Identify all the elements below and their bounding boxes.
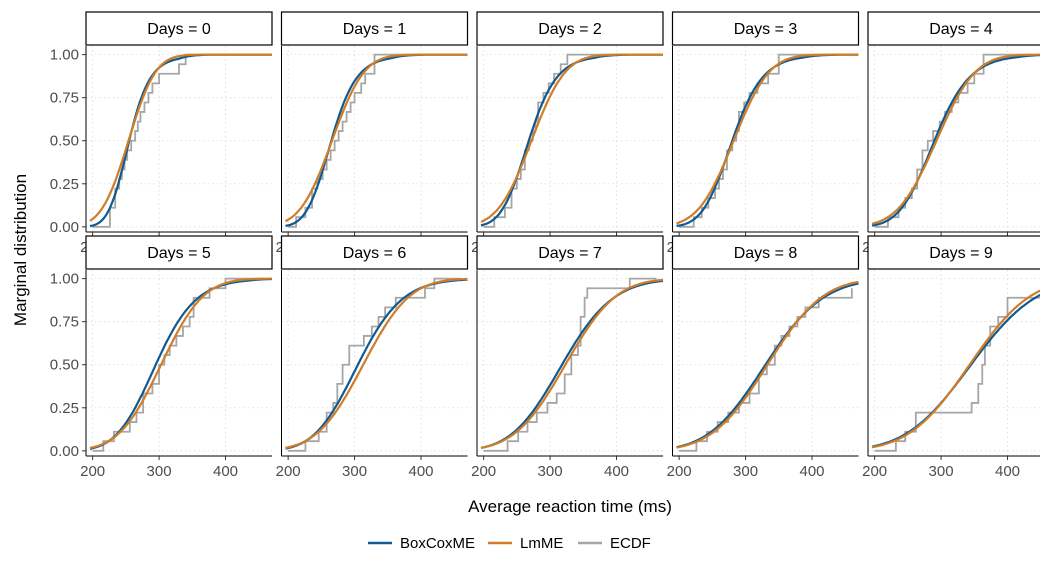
lmme-line bbox=[676, 53, 859, 225]
legend-item: LmME bbox=[488, 535, 563, 552]
y-tick-label: 1.00 bbox=[50, 271, 79, 288]
y-tick-label: 0.50 bbox=[50, 133, 79, 150]
x-tick-label: 300 bbox=[538, 463, 563, 480]
facet-panels: Days = 02003004000.000.250.500.751.00Day… bbox=[50, 11, 1040, 480]
y-tick-label: 0.50 bbox=[50, 357, 79, 374]
facet-strip-label: Days = 4 bbox=[929, 21, 993, 38]
y-tick-label: 0.25 bbox=[50, 176, 79, 193]
facet-strip-label: Days = 7 bbox=[538, 245, 602, 262]
facet-panel: Days = 6 200 300 400 bbox=[276, 235, 469, 480]
y-tick-label: 0.00 bbox=[50, 443, 79, 460]
facet-strip-label: Days = 5 bbox=[147, 245, 211, 262]
lmme-line bbox=[676, 280, 859, 449]
boxcoxme-line bbox=[285, 53, 468, 227]
x-tick-label: 300 bbox=[929, 463, 954, 480]
legend: BoxCoxME LmME ECDF bbox=[368, 535, 651, 552]
facet-panel: Days = 1200300400 bbox=[276, 11, 469, 256]
lmme-line bbox=[871, 53, 1040, 225]
facet-strip-label: Days = 9 bbox=[929, 245, 993, 262]
legend-label: ECDF bbox=[610, 535, 651, 552]
facet-panel: Days = 2200300400 bbox=[471, 11, 664, 256]
boxcoxme-line bbox=[871, 293, 1040, 448]
legend-label: LmME bbox=[520, 535, 563, 552]
facet-panel: Days = 9 200 300 400 bbox=[862, 235, 1040, 480]
boxcoxme-line bbox=[676, 282, 859, 449]
facet-panel: Days = 4200300400 bbox=[862, 11, 1040, 256]
boxcoxme-line bbox=[871, 54, 1040, 227]
x-tick-label: 400 bbox=[604, 463, 629, 480]
facet-strip-label: Days = 3 bbox=[734, 21, 798, 38]
facet-panel: Days = 02003004000.000.250.500.751.00 bbox=[50, 11, 273, 256]
facet-panel: Days = 5 200 300 400 0.00 0.25 0.50 0.75 1.00 bbox=[50, 235, 273, 480]
lmme-line bbox=[89, 53, 272, 222]
x-tick-label: 400 bbox=[213, 463, 238, 480]
boxcoxme-line bbox=[89, 277, 272, 450]
x-tick-label: 400 bbox=[799, 463, 824, 480]
y-tick-label: 1.00 bbox=[50, 47, 79, 64]
x-tick-label: 200 bbox=[276, 463, 301, 480]
facet-strip bbox=[671, 11, 860, 46]
lmme-line bbox=[285, 277, 468, 450]
x-tick-label: 300 bbox=[147, 463, 172, 480]
x-axis-title: Average reaction time (ms) bbox=[468, 497, 672, 516]
boxcoxme-line bbox=[480, 53, 663, 227]
facet-strip-label: Days = 1 bbox=[343, 21, 407, 38]
x-tick-label: 200 bbox=[80, 463, 105, 480]
x-tick-label: 200 bbox=[667, 463, 692, 480]
legend-label: BoxCoxME bbox=[400, 535, 475, 552]
x-tick-label: 300 bbox=[733, 463, 758, 480]
facet-panel: Days = 3200300400 bbox=[667, 11, 860, 256]
lmme-line bbox=[89, 277, 272, 450]
facet-strip bbox=[867, 235, 1040, 270]
x-tick-label: 300 bbox=[342, 463, 367, 480]
facet-strip bbox=[476, 11, 664, 46]
ecdf-line bbox=[874, 53, 1040, 228]
y-tick-label: 0.75 bbox=[50, 90, 79, 107]
ecdf-line bbox=[679, 288, 853, 452]
x-tick-label: 400 bbox=[408, 463, 433, 480]
facet-strip bbox=[476, 235, 664, 270]
facet-panel: Days = 7 200 300 400 bbox=[471, 235, 664, 480]
ecdf-line bbox=[874, 296, 1040, 452]
lmme-line bbox=[480, 53, 663, 223]
ecdf-line bbox=[483, 277, 657, 452]
facet-strip-label: Days = 6 bbox=[343, 245, 407, 262]
facet-strip bbox=[671, 235, 860, 270]
lmme-line bbox=[871, 289, 1040, 449]
x-tick-label: 400 bbox=[995, 463, 1020, 480]
legend-item: BoxCoxME bbox=[368, 535, 475, 552]
facet-strip-label: Days = 2 bbox=[538, 21, 602, 38]
facet-panel: Days = 8 200 300 400 bbox=[667, 235, 860, 480]
y-tick-label: 0.25 bbox=[50, 400, 79, 417]
facet-strip bbox=[280, 235, 469, 270]
lmme-line bbox=[284, 53, 468, 223]
facet-strip bbox=[280, 11, 469, 46]
x-tick-label: 200 bbox=[471, 463, 496, 480]
x-tick-label: 200 bbox=[862, 463, 887, 480]
facet-strip bbox=[867, 11, 1040, 46]
legend-item: ECDF bbox=[578, 535, 651, 552]
lmme-line bbox=[480, 278, 664, 449]
y-tick-label: 0.75 bbox=[50, 314, 79, 331]
boxcoxme-line bbox=[285, 278, 468, 450]
facet-strip-label: Days = 0 bbox=[147, 21, 211, 38]
y-axis-title: Marginal distribution bbox=[11, 174, 30, 326]
facet-strip bbox=[85, 11, 273, 46]
facet-strip bbox=[85, 235, 273, 270]
y-tick-label: 0.00 bbox=[50, 219, 79, 236]
facet-strip-label: Days = 8 bbox=[734, 245, 798, 262]
